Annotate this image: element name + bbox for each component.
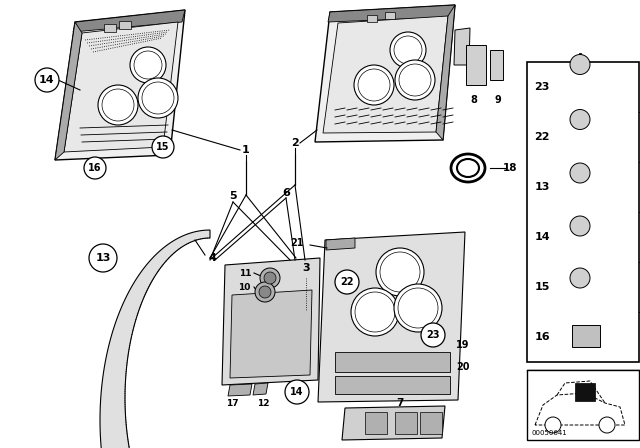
Polygon shape (326, 238, 355, 250)
Text: 6: 6 (282, 188, 290, 198)
Circle shape (335, 270, 359, 294)
Polygon shape (230, 290, 312, 378)
Circle shape (376, 248, 424, 296)
Text: 23: 23 (534, 82, 550, 92)
Text: 9: 9 (495, 95, 501, 105)
Bar (575, 383, 595, 401)
Text: 17: 17 (226, 399, 238, 408)
Bar (365, 412, 387, 434)
Polygon shape (228, 384, 252, 396)
Bar (490, 50, 503, 80)
Circle shape (545, 417, 561, 433)
Text: 00050641: 00050641 (531, 430, 567, 436)
Circle shape (570, 55, 590, 74)
Polygon shape (315, 5, 455, 142)
Bar (572, 325, 600, 347)
Bar (527, 62, 639, 362)
Text: 16: 16 (534, 332, 550, 342)
Circle shape (395, 60, 435, 100)
Circle shape (421, 323, 445, 347)
Text: 13: 13 (534, 182, 550, 192)
Text: 4: 4 (208, 253, 216, 263)
Polygon shape (55, 10, 185, 160)
Text: 22: 22 (534, 132, 550, 142)
Text: 15: 15 (156, 142, 170, 152)
Circle shape (264, 272, 276, 284)
Circle shape (259, 286, 271, 298)
Circle shape (390, 32, 426, 68)
Circle shape (394, 284, 442, 332)
Circle shape (570, 163, 590, 183)
Circle shape (351, 288, 399, 336)
Bar (466, 45, 486, 85)
Circle shape (570, 109, 590, 129)
Bar (395, 412, 417, 434)
Polygon shape (222, 258, 320, 385)
Polygon shape (73, 10, 185, 32)
Text: 20: 20 (456, 362, 470, 372)
Bar (527, 370, 639, 440)
Circle shape (255, 282, 275, 302)
Text: 22: 22 (340, 277, 354, 287)
Bar (104, 24, 116, 32)
Circle shape (35, 68, 59, 92)
Text: 2: 2 (291, 138, 299, 148)
Polygon shape (342, 406, 445, 440)
Circle shape (599, 417, 615, 433)
Text: 12: 12 (257, 399, 269, 408)
Text: 5: 5 (229, 191, 237, 201)
Text: 19: 19 (456, 340, 470, 350)
Text: 13: 13 (95, 253, 111, 263)
Ellipse shape (457, 159, 479, 177)
Text: 10: 10 (238, 283, 250, 292)
Bar (385, 12, 395, 19)
Polygon shape (253, 383, 268, 395)
Bar (335, 376, 450, 394)
Circle shape (285, 380, 309, 404)
Polygon shape (454, 28, 470, 65)
Text: 18: 18 (503, 163, 517, 173)
Text: 7: 7 (396, 398, 404, 408)
Bar (367, 15, 377, 22)
Circle shape (354, 65, 394, 105)
Circle shape (260, 268, 280, 288)
Text: 16: 16 (88, 163, 102, 173)
Polygon shape (323, 16, 448, 133)
Circle shape (89, 244, 117, 272)
Polygon shape (100, 230, 210, 448)
Circle shape (152, 136, 174, 158)
Circle shape (570, 216, 590, 236)
Circle shape (570, 268, 590, 288)
Polygon shape (328, 5, 455, 22)
Text: 14: 14 (534, 232, 550, 242)
Bar (335, 352, 450, 372)
Text: 3: 3 (302, 263, 310, 273)
Text: 15: 15 (534, 282, 550, 292)
Text: 14: 14 (39, 75, 55, 85)
Polygon shape (318, 232, 465, 402)
Text: 11: 11 (239, 268, 252, 277)
Circle shape (130, 47, 166, 83)
Bar (119, 21, 131, 29)
Polygon shape (436, 5, 455, 140)
Circle shape (138, 78, 178, 118)
Bar (420, 412, 442, 434)
Circle shape (84, 157, 106, 179)
Polygon shape (55, 22, 82, 160)
Text: 1: 1 (242, 145, 250, 155)
Text: 8: 8 (470, 95, 477, 105)
Polygon shape (64, 22, 178, 152)
Text: 21: 21 (291, 238, 304, 248)
Text: 23: 23 (426, 330, 440, 340)
Circle shape (98, 85, 138, 125)
Text: 14: 14 (291, 387, 304, 397)
